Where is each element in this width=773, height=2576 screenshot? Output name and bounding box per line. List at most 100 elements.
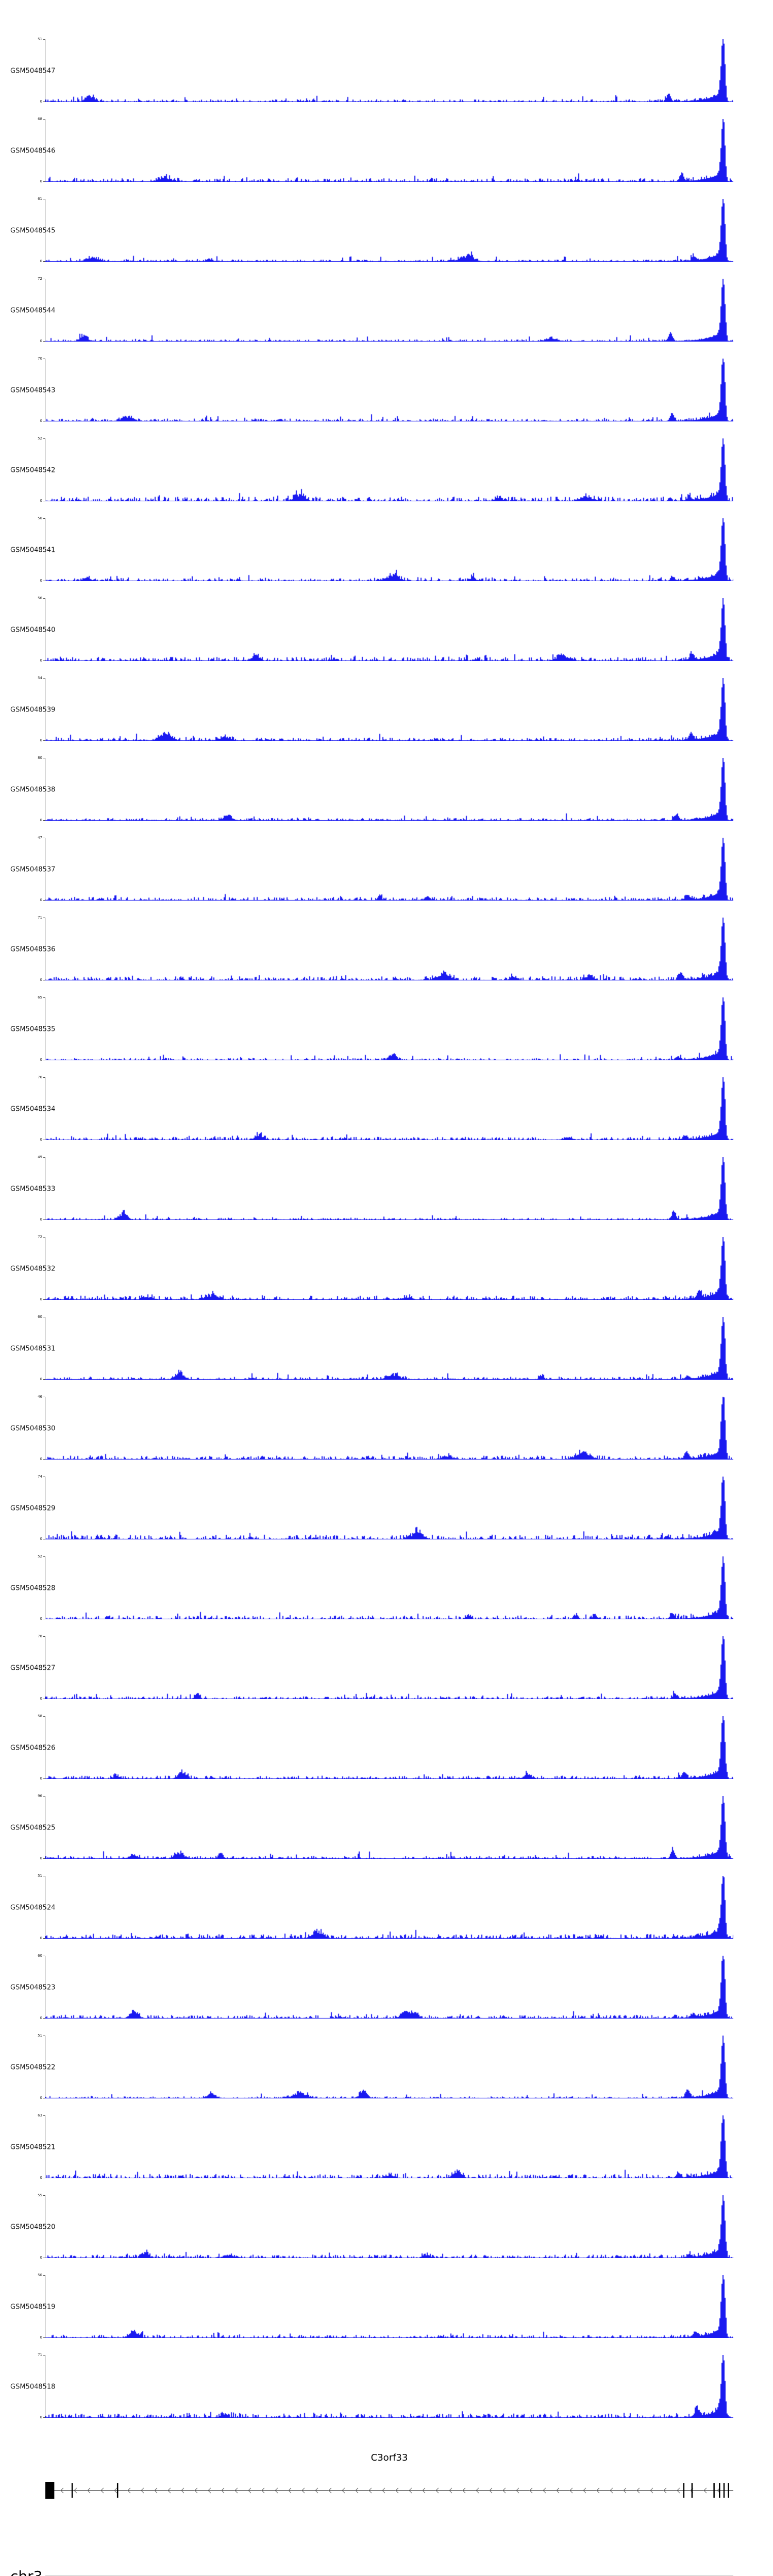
coverage-track: GSM5048526 58 0 <box>0 1708 773 1788</box>
coverage-signal-canvas <box>45 199 733 262</box>
track-plot-area: 58 0 <box>38 1715 733 1781</box>
coverage-signal-canvas <box>45 2036 733 2098</box>
y-axis-max-label: 58 <box>38 1714 42 1718</box>
coverage-signal-canvas <box>45 678 733 741</box>
coverage-track: GSM5048520 55 0 <box>0 2187 773 2267</box>
coverage-track: GSM5048519 50 0 <box>0 2267 773 2347</box>
y-axis-zero-label: 0 <box>40 658 42 663</box>
coverage-tracks: GSM5048547 51 0 GSM5048546 68 0 GSM50485… <box>0 31 773 2427</box>
y-axis-zero-label: 0 <box>40 499 42 503</box>
track-label: GSM5048535 <box>10 1025 56 1033</box>
track-label: GSM5048526 <box>10 1744 56 1752</box>
y-axis-zero-label: 0 <box>40 2335 42 2340</box>
y-axis-max-label: 61 <box>38 197 42 201</box>
y-axis-max-label: 72 <box>38 277 42 281</box>
y-axis-max-label: 51 <box>38 1874 42 1878</box>
coverage-signal-canvas <box>45 359 733 421</box>
track-label: GSM5048538 <box>10 786 56 793</box>
track-plot-area: 50 0 <box>38 2274 733 2340</box>
exon <box>713 2483 715 2498</box>
track-plot-area: 68 0 <box>38 117 733 183</box>
coverage-signal-canvas <box>45 1796 733 1859</box>
y-axis-max-label: 96 <box>38 1794 42 1798</box>
track-label: GSM5048543 <box>10 386 56 394</box>
track-plot-area: 56 0 <box>38 597 733 663</box>
track-plot-area: 55 0 <box>38 2194 733 2260</box>
y-axis-max-label: 52 <box>38 1554 42 1558</box>
track-plot-area: 72 0 <box>38 1235 733 1301</box>
y-axis-zero-label: 0 <box>40 1297 42 1301</box>
y-axis-max-label: 49 <box>38 1155 42 1159</box>
track-label: GSM5048542 <box>10 466 56 474</box>
coverage-signal-canvas <box>45 438 733 501</box>
coverage-signal-canvas <box>45 1636 733 1699</box>
track-label: GSM5048531 <box>10 1345 56 1352</box>
track-label: GSM5048534 <box>10 1105 56 1113</box>
coverage-track: GSM5048537 47 0 <box>0 829 773 909</box>
coverage-signal-canvas <box>45 1317 733 1380</box>
coverage-track: GSM5048530 46 0 <box>0 1388 773 1468</box>
track-plot-area: 78 0 <box>38 1635 733 1701</box>
y-axis-max-label: 51 <box>38 37 42 41</box>
coverage-signal-canvas <box>45 1157 733 1220</box>
gene-name: C3orf33 <box>371 2452 408 2463</box>
track-label: GSM5048530 <box>10 1425 56 1432</box>
y-axis-max-label: 46 <box>38 1395 42 1399</box>
coverage-signal-canvas <box>45 1556 733 1619</box>
track-label: GSM5048545 <box>10 227 56 234</box>
coverage-track: GSM5048536 71 0 <box>0 909 773 989</box>
genome-axis-track: chr3 155.77Mb155.78Mb155.79Mb155.8Mb <box>0 2550 773 2576</box>
y-axis-max-label: 52 <box>38 436 42 440</box>
coverage-signal-canvas <box>45 2115 733 2178</box>
y-axis-max-label: 54 <box>38 676 42 680</box>
y-axis-zero-label: 0 <box>40 2176 42 2180</box>
coverage-track: GSM5048527 78 0 <box>0 1628 773 1708</box>
exon <box>723 2483 725 2498</box>
y-axis-max-label: 47 <box>38 836 42 840</box>
coverage-signal-canvas <box>45 918 733 980</box>
exon <box>719 2483 720 2498</box>
track-plot-area: 51 0 <box>38 2034 733 2100</box>
coverage-signal-canvas <box>45 2355 733 2418</box>
y-axis-max-label: 51 <box>38 2033 42 2038</box>
y-axis-zero-label: 0 <box>40 1377 42 1381</box>
track-plot-area: 71 0 <box>38 916 733 982</box>
y-axis-zero-label: 0 <box>40 738 42 742</box>
exon <box>683 2483 685 2498</box>
y-axis-zero-label: 0 <box>40 99 42 104</box>
y-axis-zero-label: 0 <box>40 1617 42 1621</box>
coverage-track: GSM5048531 60 0 <box>0 1309 773 1388</box>
y-axis-zero-label: 0 <box>40 978 42 982</box>
track-plot-area: 65 0 <box>38 996 733 1062</box>
track-plot-area: 50 0 <box>38 517 733 583</box>
genome-axis: 155.77Mb155.78Mb155.79Mb155.8Mb <box>45 2575 733 2576</box>
coverage-signal-canvas <box>45 1397 733 1460</box>
track-plot-area: 52 0 <box>38 1555 733 1621</box>
track-label: GSM5048520 <box>10 2223 56 2231</box>
track-plot-area: 47 0 <box>38 836 733 902</box>
strand-arrows <box>60 2487 720 2494</box>
y-axis-max-label: 74 <box>38 1475 42 1479</box>
y-axis-max-label: 78 <box>38 1634 42 1638</box>
coverage-track: GSM5048546 68 0 <box>0 111 773 191</box>
coverage-signal-canvas <box>45 598 733 661</box>
track-plot-area: 60 0 <box>38 1954 733 2020</box>
y-axis-zero-label: 0 <box>40 1138 42 1142</box>
gene-track: C3orf33 <box>45 2452 733 2514</box>
track-label: GSM5048541 <box>10 546 56 554</box>
y-axis-zero-label: 0 <box>40 1936 42 1940</box>
y-axis-zero-label: 0 <box>40 2096 42 2100</box>
coverage-track: GSM5048524 51 0 <box>0 1868 773 1947</box>
y-axis-zero-label: 0 <box>40 1537 42 1541</box>
track-plot-area: 51 0 <box>38 38 733 104</box>
y-axis-zero-label: 0 <box>40 1457 42 1461</box>
exon <box>71 2483 73 2498</box>
coverage-signal-canvas <box>45 758 733 821</box>
track-plot-area: 72 0 <box>38 277 733 343</box>
y-axis-max-label: 65 <box>38 995 42 999</box>
track-label: GSM5048537 <box>10 866 56 873</box>
coverage-signal-canvas <box>45 2195 733 2258</box>
coverage-track: GSM5048535 65 0 <box>0 989 773 1069</box>
coverage-track: GSM5048547 51 0 <box>0 31 773 111</box>
